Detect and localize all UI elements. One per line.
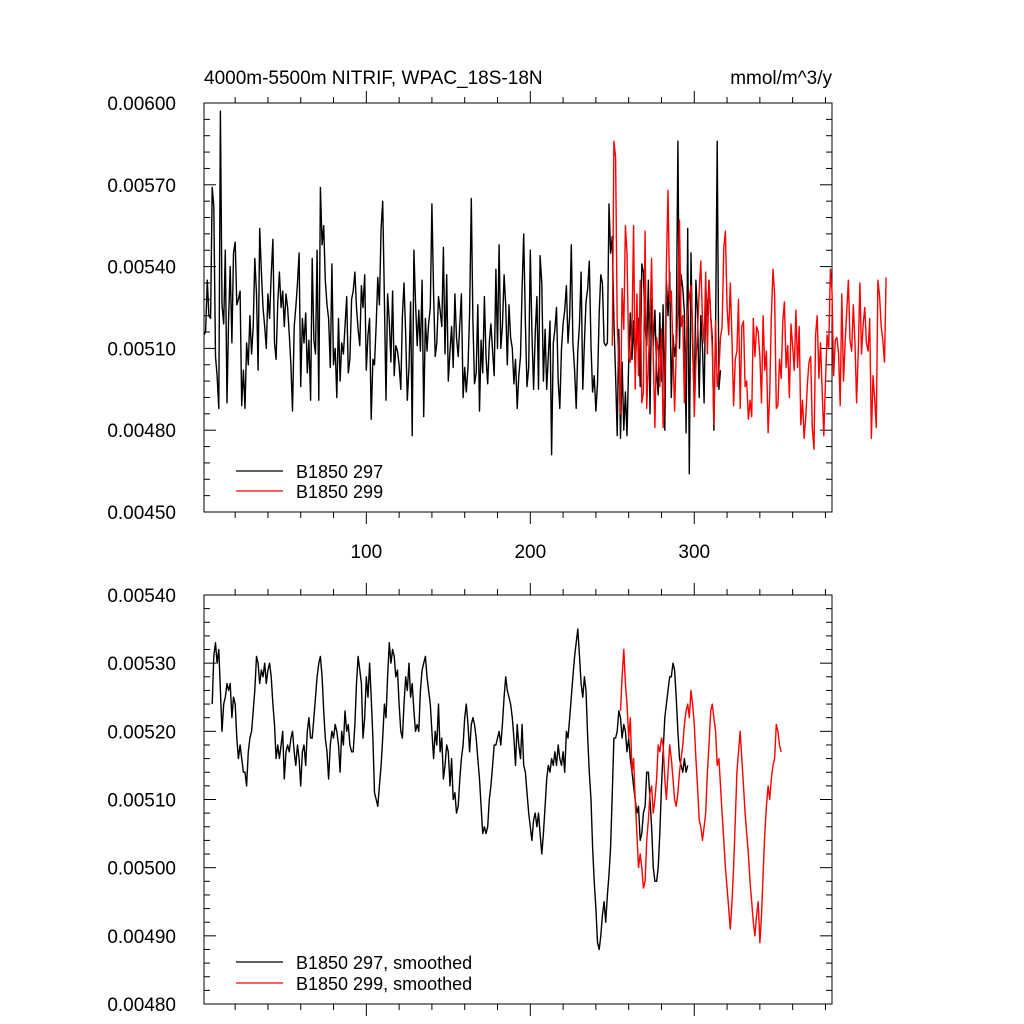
top-y-tick-label: 0.00450 [107, 503, 176, 524]
top-y-tick-label: 0.00540 [107, 258, 176, 279]
top-y-tick-label: 0.00600 [107, 94, 176, 115]
top-y-tick-label: 0.00480 [107, 421, 176, 442]
bottom-panel: 0.00480 0.00490 0.00500 0.00510 0.00520 0.005… [107, 583, 833, 1016]
bottom-axes: 0.00480 0.00490 0.00500 0.00510 0.00520 0.005… [107, 583, 832, 1016]
bottom-y-tick-label: 0.00480 [107, 995, 176, 1016]
legend-label-b1850-297: B1850 297 [296, 462, 383, 482]
bottom-series-b1850-297-smoothed [211, 628, 689, 951]
legend-label-b1850-299: B1850 299 [296, 482, 383, 502]
bottom-y-tick-label: 0.00530 [107, 654, 176, 675]
bottom-plot-frame [203, 594, 833, 1005]
bottom-lines [211, 628, 782, 951]
top-y-tick-label: 0.00570 [107, 176, 176, 197]
top-axes: 0.00450 0.00480 0.00510 0.00540 0.00570 0.006… [107, 91, 832, 563]
bottom-y-tick-label: 0.00540 [107, 586, 176, 607]
legend-label-b1850-297-smoothed: B1850 297, smoothed [296, 953, 472, 973]
bottom-series-b1850-299-smoothed [619, 648, 782, 944]
top-series-b1850-299 [611, 140, 887, 450]
bottom-y-tick-label: 0.00520 [107, 722, 176, 743]
top-x-tick-label: 200 [514, 542, 546, 563]
bottom-y-tick-label: 0.00490 [107, 927, 176, 948]
legend-label-b1850-299-smoothed: B1850 299, smoothed [296, 974, 472, 994]
top-panel: 4000m-5500m NITRIF, WPAC_18S-18N mmol/m^… [107, 68, 887, 563]
chart-title-units: mmol/m^3/y [730, 68, 832, 89]
top-legend: B1850 297 B1850 299 [236, 462, 383, 502]
bottom-y-tick-label: 0.00500 [107, 859, 176, 880]
top-x-tick-label: 100 [350, 542, 382, 563]
top-x-tick-label: 300 [678, 542, 710, 563]
bottom-y-tick-label: 0.00510 [107, 791, 176, 812]
top-lines [203, 110, 887, 475]
bottom-legend: B1850 297, smoothed B1850 299, smoothed [236, 953, 472, 994]
top-series-b1850-297 [203, 110, 722, 475]
top-y-tick-label: 0.00510 [107, 339, 176, 360]
chart-title-left: 4000m-5500m NITRIF, WPAC_18S-18N [204, 68, 543, 89]
